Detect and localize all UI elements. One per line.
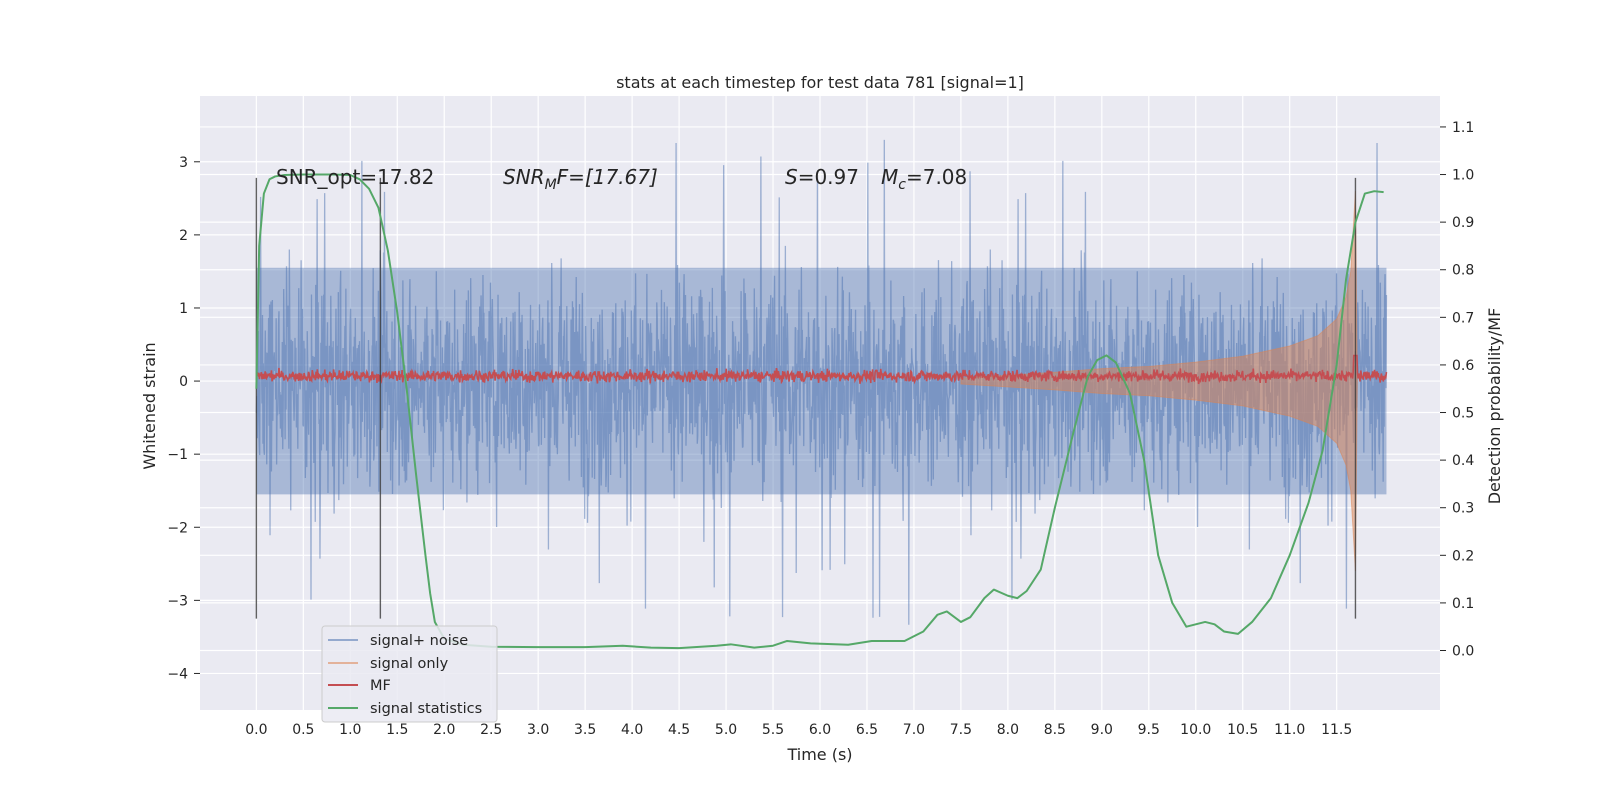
y2-tick-label: 0.6: [1452, 358, 1474, 374]
event-markers: [255, 177, 1357, 619]
mc-annotation: Mc=7.08: [881, 165, 967, 193]
y-tick-label: 2: [179, 228, 188, 244]
snr-mf-main: SNR: [503, 165, 545, 189]
y2-tick-label: 0.7: [1452, 310, 1474, 326]
x-tick-label: 4.5: [668, 722, 690, 738]
y2-tick-label: 0.5: [1452, 406, 1474, 422]
y-tick-label: −4: [167, 666, 188, 682]
legend-label-signal-noise: signal+ noise: [370, 633, 468, 649]
x-tick-label: 11.0: [1274, 722, 1305, 738]
x-tick-label: 9.5: [1138, 722, 1160, 738]
s-value: =0.97: [798, 165, 859, 189]
x-tick-label: 6.5: [856, 722, 878, 738]
legend: signal+ noise signal only MF signal stat…: [321, 625, 498, 723]
x-tick-label: 2.5: [480, 722, 502, 738]
legend-box: [321, 625, 498, 723]
s-annotation: S=0.97: [785, 165, 859, 189]
x-tick-label: 0.0: [245, 722, 267, 738]
x-tick-label: 0.5: [292, 722, 314, 738]
x-tick-label: 6.0: [809, 722, 831, 738]
mf-trace: [255, 354, 1388, 385]
y-axis-label: Whitened strain: [140, 342, 159, 469]
chart-title: stats at each timestep for test data 781…: [616, 73, 1024, 92]
y-tick-label: 1: [179, 301, 188, 317]
signal-statistics-line: [255, 173, 1384, 650]
snr-mf-rest: F=[17.67]: [557, 165, 658, 189]
x-tick-label: 5.5: [762, 722, 784, 738]
mc-value: =7.08: [906, 165, 967, 189]
y-tick-label: −3: [167, 593, 188, 609]
y2-tick-label: 1.1: [1452, 120, 1474, 136]
legend-label-signal-only: signal only: [370, 656, 449, 672]
snr-opt-annotation: SNR_opt=17.82: [276, 165, 434, 189]
y2-tick-label: 0.2: [1452, 548, 1474, 564]
mc-sub: c: [898, 177, 906, 193]
y2-axis-label: Detection probability/MF: [1485, 308, 1504, 505]
y2-tick-label: 0.4: [1452, 453, 1474, 469]
mc-label: M: [881, 165, 898, 189]
x-axis-label: Time (s): [786, 745, 852, 764]
x-tick-label: 2.0: [433, 722, 455, 738]
legend-label-mf: MF: [370, 678, 391, 694]
x-tick-label: 7.0: [903, 722, 925, 738]
x-tick-label: 9.0: [1091, 722, 1113, 738]
x-tick-label: 3.0: [527, 722, 549, 738]
s-label: S: [785, 165, 798, 189]
x-tick-label: 7.5: [950, 722, 972, 738]
series-mf: [255, 354, 1388, 385]
series-signal-statistics: [255, 173, 1384, 650]
x-tick-label: 3.5: [574, 722, 596, 738]
series-signal-only: [960, 190, 1358, 572]
axis-ticks: 0.0 0.5 1.0 1.5 2.0 2.5 3.0 3.5 4.0 4.5 5.0 5.5 6.0 6…: [167, 120, 1474, 738]
x-tick-label: 10.5: [1227, 722, 1258, 738]
x-tick-label: 11.5: [1321, 722, 1352, 738]
x-tick-label: 8.0: [997, 722, 1019, 738]
x-tick-label: 1.0: [339, 722, 361, 738]
y-tick-label: 0: [179, 374, 188, 390]
y2-tick-label: 0.0: [1452, 644, 1474, 660]
signal-envelope: [960, 190, 1358, 572]
x-tick-label: 10.0: [1180, 722, 1211, 738]
y-tick-label: −1: [167, 447, 188, 463]
y2-tick-label: 1.0: [1452, 168, 1474, 184]
y-tick-label: −2: [167, 520, 188, 536]
snr-mf-sub: M: [545, 177, 557, 193]
snr-mf-annotation: SNRMF=[17.67]: [503, 165, 658, 193]
x-tick-label: 5.0: [715, 722, 737, 738]
legend-label-signal-statistics: signal statistics: [370, 701, 482, 717]
y2-tick-label: 0.1: [1452, 596, 1474, 612]
y2-tick-label: 0.3: [1452, 501, 1474, 517]
y2-tick-label: 0.8: [1452, 263, 1474, 279]
x-tick-label: 1.5: [386, 722, 408, 738]
y-tick-label: 3: [179, 155, 188, 171]
x-tick-label: 8.5: [1044, 722, 1066, 738]
x-tick-label: 4.0: [621, 722, 643, 738]
y2-tick-label: 0.9: [1452, 215, 1474, 231]
